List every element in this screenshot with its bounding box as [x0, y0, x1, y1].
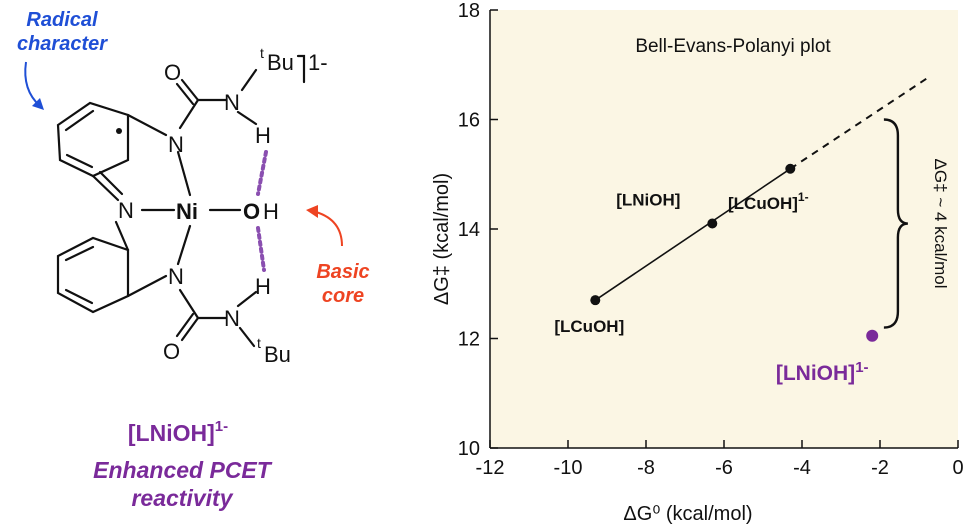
radical-annotation: Radical character	[17, 9, 108, 110]
hbond-bottom	[256, 226, 266, 272]
x-tick-label: -10	[554, 457, 583, 479]
y-tick-label: 14	[458, 219, 480, 241]
x-tick-label: -4	[793, 457, 811, 479]
x-tick-label: -6	[715, 457, 733, 479]
molecule-charge: 1-	[308, 50, 328, 75]
lower-benzene-ring	[56, 236, 130, 314]
caption-line1: Enhanced PCET	[93, 457, 273, 483]
data-label: [LNiOH]	[616, 191, 680, 210]
plot-background	[490, 10, 958, 448]
radical-arrowhead-icon	[32, 98, 44, 110]
atom-h-top: H	[255, 123, 271, 148]
atom-ni: Ni	[176, 199, 198, 224]
basic-arrow-icon	[315, 211, 343, 247]
data-point	[785, 163, 796, 174]
atom-o-carbonyl-top: O	[164, 60, 181, 85]
difference-bracket	[883, 118, 908, 329]
caption-line2: reactivity	[131, 485, 233, 511]
radical-dot	[116, 128, 122, 134]
y-tick-label: 10	[458, 438, 480, 460]
basic-label-line1: Basic	[316, 261, 369, 283]
data-label-text: [LNiOH]	[616, 191, 680, 210]
data-point	[866, 329, 879, 342]
molecule-caption: [LNiOH]1- Enhanced PCET reactivity	[93, 418, 273, 511]
atom-n-top: N	[168, 132, 184, 157]
basic-arrowhead-icon	[306, 205, 318, 218]
radical-label-line1: Radical	[26, 9, 98, 31]
hbond-top	[256, 150, 268, 196]
x-tick-label: -8	[637, 457, 655, 479]
data-label-text: [LNiOH]	[776, 362, 855, 385]
tbu-bottom: Bu	[264, 342, 291, 367]
x-tick-label: 0	[952, 457, 963, 479]
complex-name-text: [LNiOH]	[128, 420, 215, 446]
data-label-charge: 1-	[798, 190, 809, 204]
tbu-top: Bu	[267, 50, 294, 75]
data-label: [LCuOH]	[554, 317, 624, 336]
data-label-text: [LCuOH]	[554, 317, 624, 336]
complex-name: [LNiOH]1-	[128, 418, 228, 446]
data-point	[590, 295, 601, 306]
data-label: [LCuOH]1-	[728, 190, 809, 213]
basic-annotation: Basic core	[306, 205, 370, 307]
y-axis-label: ΔG‡ (kcal/mol)	[431, 173, 453, 305]
hydrogen-bonds	[256, 150, 268, 272]
atom-h-bottom: H	[255, 274, 271, 299]
bep-chart: 10 12 14 16 18 -12 -10 -8 -6 -4 -2 0 ΔG⁰ (kcal/mol) Δ…	[431, 0, 964, 525]
barrier-difference-annotation: ΔG‡ ~ 4 kcal/mol	[931, 159, 950, 289]
atom-o-carbonyl-bottom: O	[163, 339, 180, 364]
data-label: [LNiOH]1-	[776, 359, 869, 385]
y-tick-label: 12	[458, 329, 480, 351]
tbu-bottom-superscript: t	[257, 335, 261, 351]
atom-n-amide-top: N	[224, 90, 240, 115]
data-label-charge: 1-	[855, 359, 868, 376]
atom-h-hydroxide: H	[263, 199, 279, 224]
fit-line-dashed	[789, 77, 928, 170]
data-label-text: [LCuOH]	[728, 194, 798, 213]
atom-n-bottom: N	[168, 264, 184, 289]
radical-label-line2: character	[17, 33, 108, 55]
x-tick-label: -12	[476, 457, 505, 479]
upper-benzene-ring	[56, 101, 130, 178]
tbu-top-superscript: t	[260, 45, 264, 61]
y-tick-label: 16	[458, 110, 480, 132]
atom-o-hydroxide: O	[243, 199, 260, 224]
atom-n-bridge: N	[118, 198, 134, 223]
x-tick-label: -2	[871, 457, 889, 479]
chart-title: Bell-Evans-Polanyi plot	[635, 36, 831, 57]
x-axis-label: ΔG⁰ (kcal/mol)	[623, 503, 752, 525]
molecule-structure	[56, 54, 306, 348]
radical-arrow-icon	[24, 61, 41, 107]
fit-line-solid	[594, 168, 791, 301]
atom-labels: N N N Ni O H O N H t Bu 1- H N O t Bu	[118, 45, 328, 367]
atom-n-amide-bottom: N	[224, 306, 240, 331]
data-point	[707, 218, 718, 229]
y-tick-label: 18	[458, 0, 480, 22]
complex-name-charge: 1-	[215, 418, 228, 435]
basic-label-line2: core	[322, 285, 364, 307]
